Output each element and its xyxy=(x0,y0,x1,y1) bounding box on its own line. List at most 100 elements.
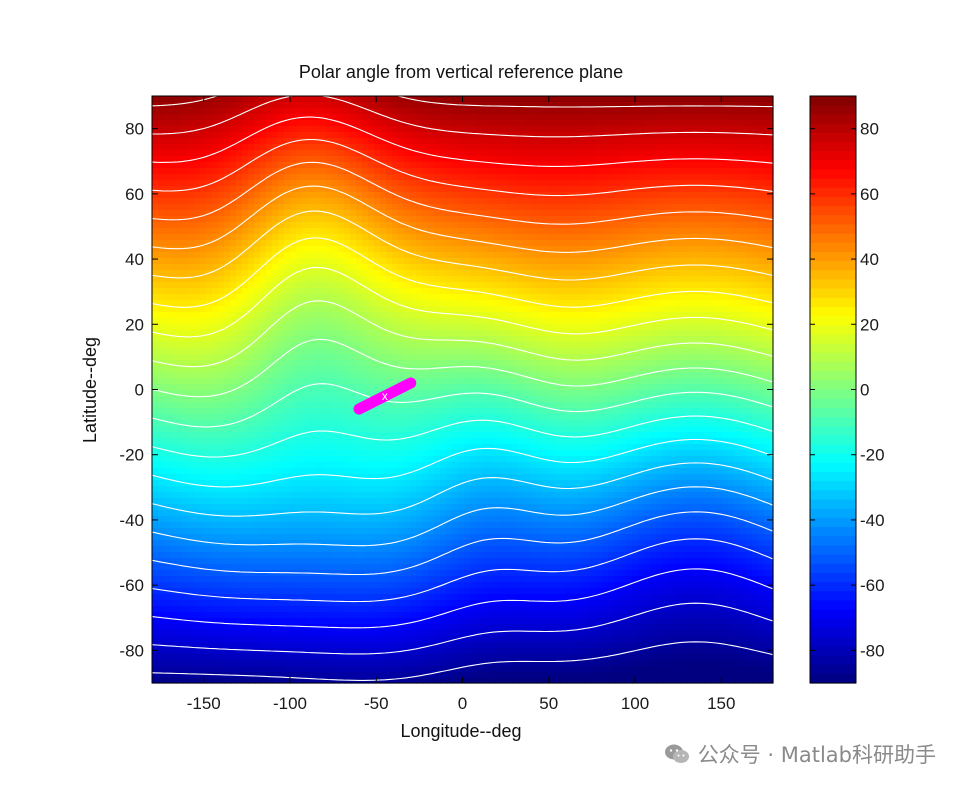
heatmap-cell xyxy=(272,570,279,577)
heatmap-cell xyxy=(296,564,303,571)
heatmap-cell xyxy=(224,372,231,379)
heatmap-cell xyxy=(380,492,387,499)
heatmap-cell xyxy=(278,102,285,109)
heatmap-cell xyxy=(236,492,243,499)
heatmap-cell xyxy=(176,366,183,373)
heatmap-cell xyxy=(398,276,405,283)
heatmap-cell xyxy=(218,636,225,643)
heatmap-cell xyxy=(290,270,297,277)
heatmap-cell xyxy=(236,390,243,397)
heatmap-cell xyxy=(206,318,213,325)
heatmap-cell xyxy=(278,414,285,421)
heatmap-cell xyxy=(356,324,363,331)
heatmap-cell xyxy=(416,552,423,559)
heatmap-cell xyxy=(218,480,225,487)
heatmap-cell xyxy=(224,474,231,481)
heatmap-cell xyxy=(392,396,399,403)
heatmap-cell xyxy=(290,390,297,397)
heatmap-cell xyxy=(434,432,441,439)
heatmap-cell xyxy=(206,516,213,523)
heatmap-cell xyxy=(416,342,423,349)
heatmap-cell xyxy=(200,522,207,529)
heatmap-cell xyxy=(338,312,345,319)
heatmap-cell xyxy=(452,642,459,649)
heatmap-cell xyxy=(416,372,423,379)
heatmap-cell xyxy=(224,270,231,277)
heatmap-cell xyxy=(362,132,369,139)
heatmap-cell xyxy=(320,144,327,151)
heatmap-cell xyxy=(404,246,411,253)
heatmap-cell xyxy=(452,138,459,145)
heatmap-cell xyxy=(326,672,333,679)
heatmap-cell xyxy=(452,252,459,259)
heatmap-cell xyxy=(170,678,177,684)
heatmap-cell xyxy=(152,210,159,217)
heatmap-cell xyxy=(386,234,393,241)
heatmap-cell xyxy=(278,282,285,289)
heatmap-cell xyxy=(206,114,213,121)
heatmap-cell xyxy=(254,282,261,289)
heatmap-cell xyxy=(176,582,183,589)
heatmap-cell xyxy=(254,342,261,349)
heatmap-cell xyxy=(344,138,351,145)
heatmap-cell xyxy=(338,522,345,529)
heatmap-cell xyxy=(344,330,351,337)
heatmap-cell xyxy=(278,306,285,313)
heatmap-cell xyxy=(242,624,249,631)
heatmap-cell xyxy=(236,102,243,109)
heatmap-cell xyxy=(332,510,339,517)
heatmap-cell xyxy=(440,480,447,487)
heatmap-cell xyxy=(236,258,243,265)
heatmap-cell xyxy=(212,510,219,517)
heatmap-cell xyxy=(194,420,201,427)
heatmap-cell xyxy=(314,138,321,145)
heatmap-cell xyxy=(380,114,387,121)
heatmap-cell xyxy=(164,456,171,463)
heatmap-cell xyxy=(182,576,189,583)
heatmap-cell xyxy=(410,588,417,595)
heatmap-cell xyxy=(182,510,189,517)
heatmap-cell xyxy=(332,534,339,541)
heatmap-cell xyxy=(350,258,357,265)
heatmap-cell xyxy=(398,576,405,583)
heatmap-cell xyxy=(218,624,225,631)
heatmap-cell xyxy=(278,324,285,331)
heatmap-cell xyxy=(386,246,393,253)
heatmap-cell xyxy=(242,570,249,577)
heatmap-cell xyxy=(302,468,309,475)
heatmap-cell xyxy=(152,114,159,121)
heatmap-cell xyxy=(416,672,423,679)
heatmap-cell xyxy=(164,432,171,439)
heatmap-cell xyxy=(284,546,291,553)
heatmap-cell xyxy=(320,588,327,595)
heatmap-cell xyxy=(284,306,291,313)
heatmap-cell xyxy=(296,156,303,163)
heatmap-cell xyxy=(266,420,273,427)
heatmap-cell xyxy=(200,666,207,673)
heatmap-cell xyxy=(392,144,399,151)
heatmap-cell xyxy=(218,168,225,175)
heatmap-cell xyxy=(452,480,459,487)
heatmap-cell xyxy=(284,282,291,289)
heatmap-cell xyxy=(266,144,273,151)
heatmap-cell xyxy=(422,546,429,553)
heatmap-cell xyxy=(248,342,255,349)
heatmap-cell xyxy=(164,516,171,523)
heatmap-cell xyxy=(446,288,453,295)
heatmap-cell xyxy=(446,168,453,175)
heatmap-cell xyxy=(218,558,225,565)
heatmap-cell xyxy=(272,654,279,661)
heatmap-cell xyxy=(314,630,321,637)
heatmap-cell xyxy=(188,540,195,547)
heatmap-cell xyxy=(188,264,195,271)
heatmap-cell xyxy=(296,462,303,469)
heatmap-cell xyxy=(242,180,249,187)
heatmap-cell xyxy=(242,360,249,367)
heatmap-cell xyxy=(374,576,381,583)
heatmap-cell xyxy=(440,342,447,349)
heatmap-cell xyxy=(152,660,159,667)
heatmap-cell xyxy=(446,300,453,307)
heatmap-cell xyxy=(272,270,279,277)
heatmap-cell xyxy=(242,264,249,271)
heatmap-cell xyxy=(422,612,429,619)
